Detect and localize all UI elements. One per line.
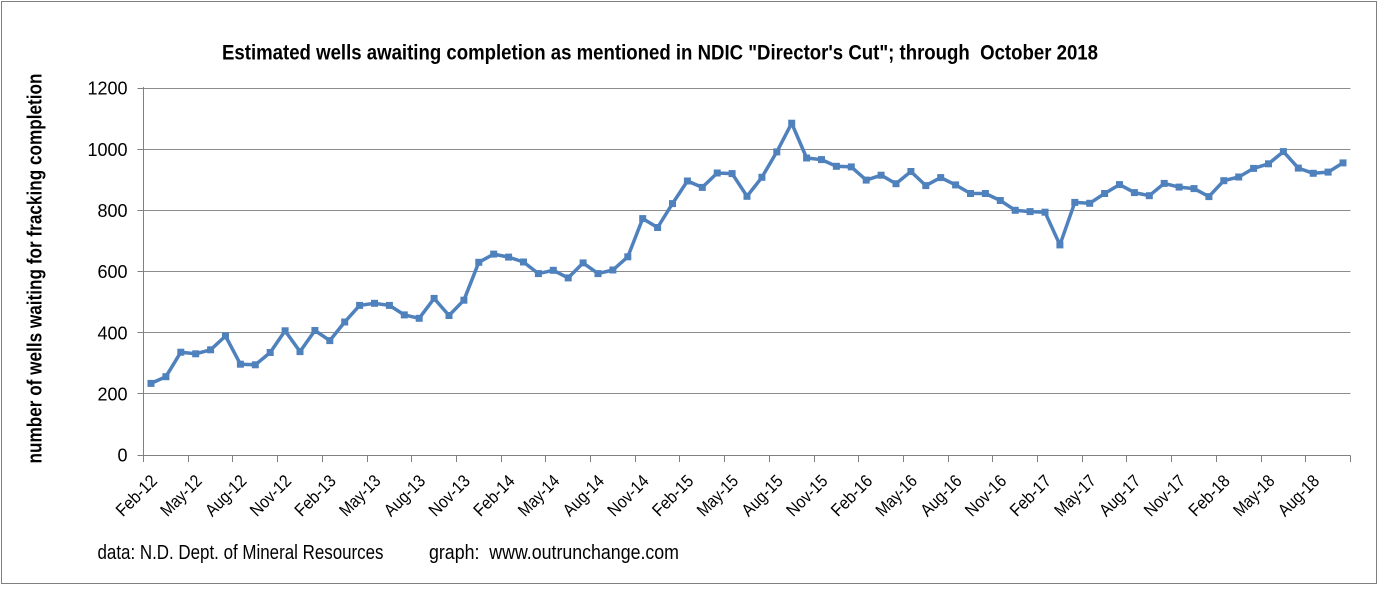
svg-text:400: 400 [97,323,127,343]
svg-text:200: 200 [97,384,127,404]
svg-text:data: N.D. Dept. of Mineral Re: data: N.D. Dept. of Mineral Resources [98,542,384,564]
svg-text:600: 600 [97,262,127,282]
svg-text:number of wells waiting for fr: number of wells waiting for fracking com… [25,74,47,464]
svg-text:800: 800 [97,201,127,221]
svg-text:0: 0 [117,446,127,466]
svg-text:1200: 1200 [87,79,127,99]
svg-text:Estimated wells awaiting compl: Estimated wells awaiting completion as m… [222,42,1098,65]
svg-text:graph: www.outrunchange.com: graph: www.outrunchange.com [429,542,679,564]
svg-text:1000: 1000 [87,140,127,160]
